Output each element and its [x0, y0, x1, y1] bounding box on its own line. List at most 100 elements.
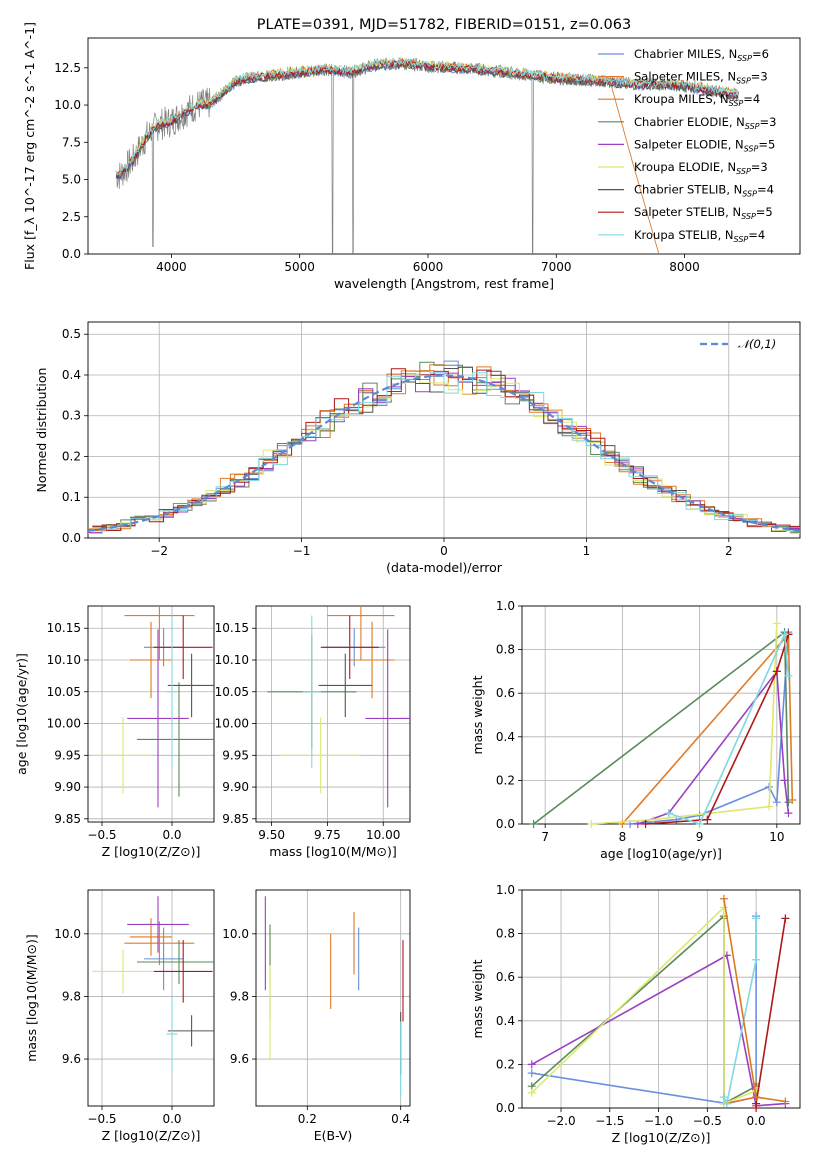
mass-weight-marker	[719, 903, 728, 912]
y-tick-label: 12.5	[54, 61, 81, 75]
x-axis-label: Z [log10(Z/Z⊙)]	[612, 1130, 711, 1145]
legend-subscript: SSP	[734, 235, 749, 244]
legend-text: =4	[757, 183, 774, 197]
y-tick-label: 10.10	[215, 653, 249, 667]
y-tick-label: 9.6	[62, 1052, 81, 1066]
legend-entry: Salpeter STELIB, NSSP=5	[634, 205, 773, 221]
model-spectrum-line	[115, 59, 660, 254]
legend-text: Chabrier MILES, N	[634, 47, 737, 61]
legend-entry: 𝒩(0,1)	[738, 337, 776, 351]
x-axis-label: wavelength [Angstrom, rest frame]	[334, 276, 554, 291]
residual-histogram	[92, 361, 800, 534]
legend-text: Salpeter ELODIE, N	[634, 137, 744, 151]
y-tick-label: 0.1	[62, 490, 81, 504]
residual-histogram	[88, 371, 800, 534]
x-tick-label: 0.4	[391, 1112, 410, 1126]
legend-subscript: SSP	[741, 212, 756, 221]
y-axis-label: mass weight	[470, 675, 485, 754]
x-tick-label: 4000	[156, 260, 187, 274]
legend-entry: Chabrier STELIB, NSSP=4	[634, 183, 774, 199]
mass-weight-line	[645, 634, 790, 825]
x-axis-label: Z [log10(Z/Z⊙)]	[102, 844, 201, 859]
legend-subscript: SSP	[737, 54, 752, 63]
y-tick-label: 0.8	[496, 927, 515, 941]
y-tick-label: 9.8	[62, 989, 81, 1003]
y-tick-label: 0.4	[62, 368, 81, 382]
y-tick-label: 5.0	[62, 173, 81, 187]
y-tick-label: 10.05	[215, 685, 249, 699]
mass-weight-line	[723, 918, 757, 1107]
legend-entry: Salpeter ELODIE, NSSP=5	[634, 137, 775, 153]
mass-weight-marker	[527, 1069, 536, 1078]
x-tick-label: −2	[150, 544, 168, 558]
x-axis-label: Z [log10(Z/Z⊙)]	[102, 1128, 201, 1143]
figure-title: PLATE=0391, MJD=51782, FIBERID=0151, z=0…	[257, 17, 631, 33]
x-tick-label: 8000	[669, 260, 700, 274]
legend-entry: Chabrier ELODIE, NSSP=3	[634, 115, 776, 131]
axes-frame	[87, 321, 801, 539]
x-tick-label: −1	[293, 544, 311, 558]
axes-frame	[521, 889, 801, 1109]
mass-weight-line	[668, 631, 790, 825]
axes-frame	[255, 889, 411, 1107]
legend-text: Salpeter STELIB, N	[634, 205, 741, 219]
legend-subscript: SSP	[736, 77, 751, 86]
age-vs-mass-panel: 9.50 9.75 10.00 9.85 9.90 9.95 10.00 10.05 10.10…	[215, 605, 411, 859]
mass-weight-marker	[752, 955, 761, 964]
legend-subscript: SSP	[742, 190, 757, 199]
mass-weight-line	[531, 905, 757, 1105]
y-axis-label: Normed distribution	[34, 368, 49, 493]
legend-text: =3	[751, 160, 768, 174]
x-tick-label: 9	[696, 830, 704, 844]
legend-text: =3	[751, 70, 768, 84]
y-tick-label: 0.6	[496, 686, 515, 700]
mass-weight-marker	[695, 820, 704, 828]
mass-weight-marker	[752, 1093, 761, 1102]
model-spectrum-line	[115, 57, 739, 176]
y-tick-label: 0.2	[496, 1057, 515, 1071]
legend-text: Chabrier STELIB, N	[634, 183, 742, 197]
mass-weight-line	[755, 918, 787, 1108]
legend-text: =3	[760, 115, 777, 129]
mass-weight-marker	[527, 1060, 536, 1069]
legend-subscript: SSP	[736, 167, 751, 176]
y-tick-label: 10.15	[215, 621, 249, 635]
y-tick-label: 10.0	[222, 927, 249, 941]
axes-frame	[87, 37, 801, 255]
y-tick-label: 0.2	[496, 773, 515, 787]
mass-weight-marker	[527, 1088, 536, 1097]
legend-entry: Kroupa ELODIE, NSSP=3	[634, 160, 768, 176]
x-tick-label: 7	[541, 830, 549, 844]
y-tick-label: 7.5	[62, 135, 81, 149]
y-tick-label: 0.5	[62, 327, 81, 341]
mass-weight-marker	[772, 798, 781, 807]
mass-weight-marker	[641, 820, 650, 828]
y-tick-label: 0.2	[62, 449, 81, 463]
legend-text: =6	[752, 47, 769, 61]
x-tick-label: 5000	[284, 260, 315, 274]
spectrum-panel: 4000 5000 6000 7000 8000 0.0 2.5 5.0 7.5 10.0 12.5…	[22, 22, 801, 291]
y-tick-label: 10.00	[215, 717, 249, 731]
weight-vs-age-panel: 7 8 9 10 0.0 0.2 0.4 0.6 0.8 1.0 age [log10(age/yr…	[470, 599, 801, 861]
x-tick-label: 0.0	[747, 1114, 766, 1128]
y-tick-label: 10.0	[54, 927, 81, 941]
x-tick-label: −0.5	[87, 828, 116, 842]
mass-weight-marker	[772, 619, 781, 628]
y-axis-label: mass [log10(M/M⊙)]	[24, 934, 39, 1062]
mass-weight-marker	[780, 776, 789, 785]
mass-weight-line	[621, 632, 794, 825]
mass-vs-Z-panel: −0.5 0.0 9.6 9.8 10.0 Z [log10(Z/Z⊙)] mass [lo…	[24, 889, 215, 1143]
y-tick-label: 0.8	[496, 643, 515, 657]
legend-subscript: SSP	[729, 99, 744, 108]
legend-text: Kroupa ELODIE, N	[634, 160, 736, 174]
x-tick-label: 0.0	[162, 828, 181, 842]
y-tick-label: 0.0	[496, 817, 515, 831]
x-tick-label: −2.0	[546, 1114, 575, 1128]
x-tick-label: 6000	[413, 260, 444, 274]
y-tick-label: 9.6	[230, 1052, 249, 1066]
y-tick-label: 10.10	[47, 653, 81, 667]
mass-weight-marker	[781, 914, 790, 923]
x-tick-label: 7000	[541, 260, 572, 274]
mass-weight-marker	[772, 667, 781, 676]
x-tick-label: 0.2	[298, 1112, 317, 1126]
